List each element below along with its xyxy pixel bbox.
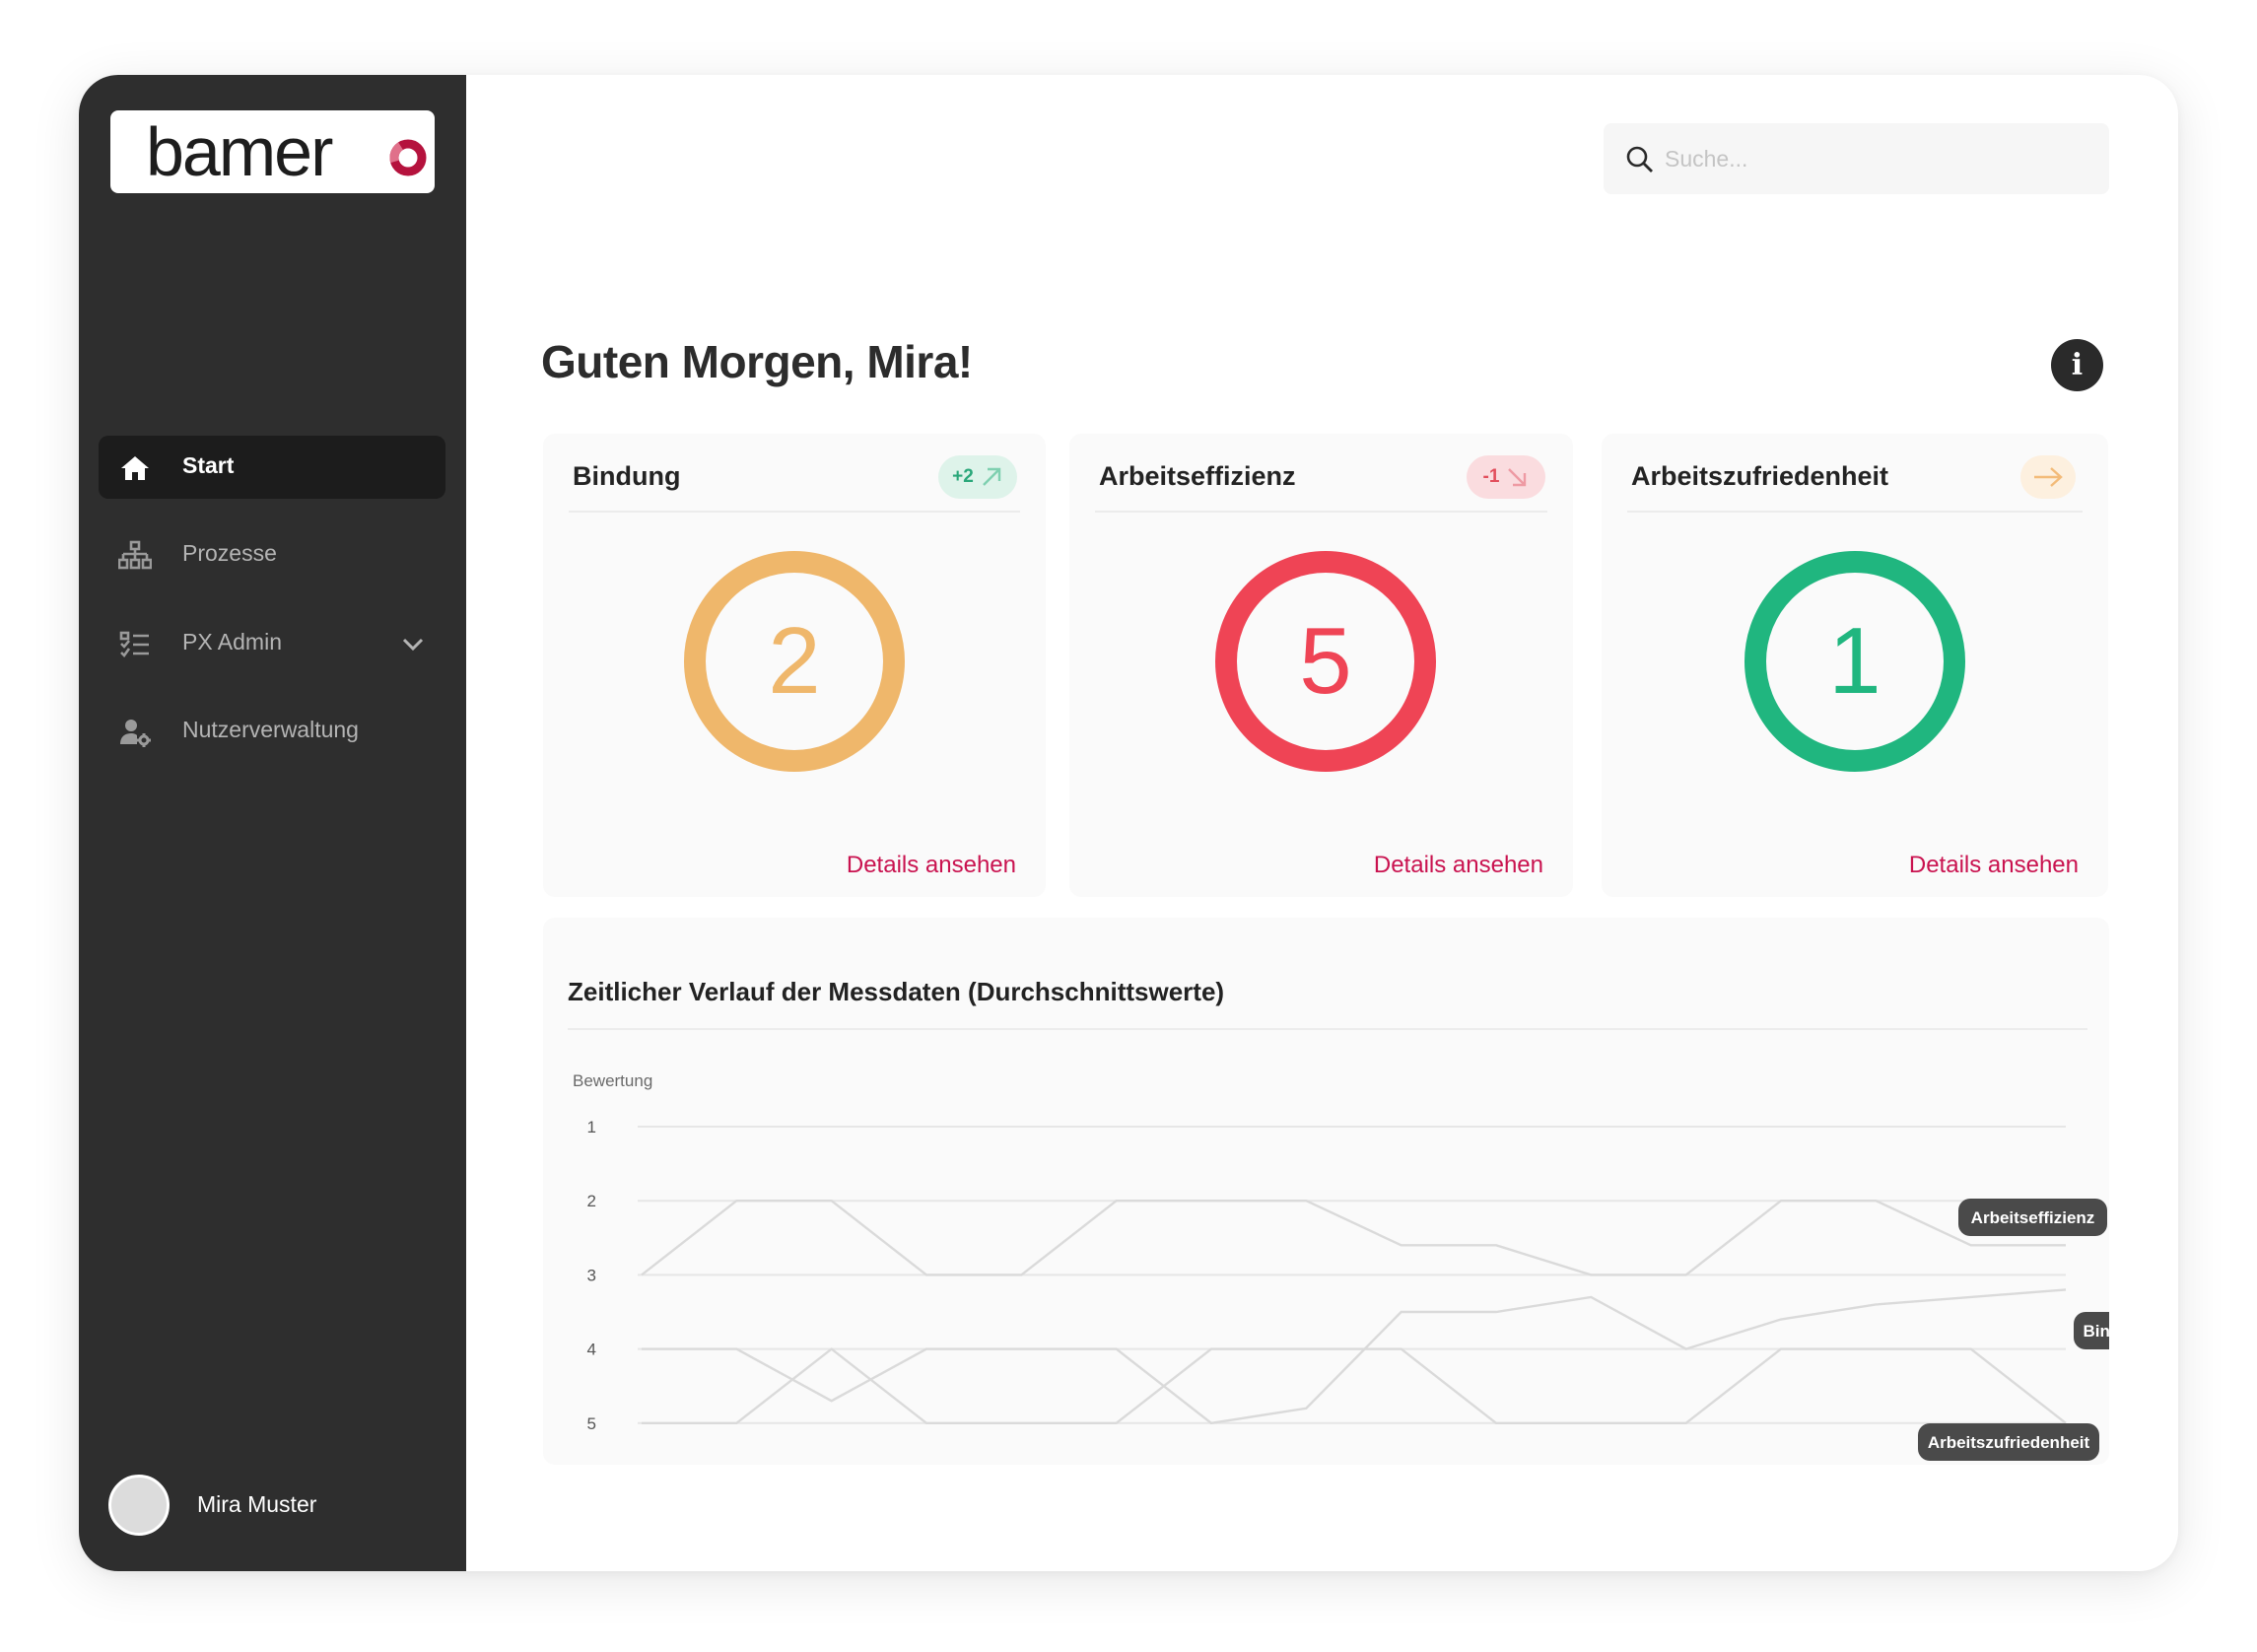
nav-item-prozesse[interactable]: Prozesse (99, 523, 445, 586)
card-title: Arbeitseffizienz (1099, 461, 1296, 491)
search-input[interactable] (1665, 123, 2088, 194)
series-tag (2074, 1312, 2109, 1349)
series-tag (1958, 1199, 2107, 1236)
user-gear-icon (120, 720, 151, 747)
score-value: 1 (1828, 608, 1881, 714)
sidebar: bamer Start Prozesse (79, 75, 466, 1571)
nav-item-nutzerverwaltung[interactable]: Nutzerverwaltung (99, 700, 445, 763)
card-arbeitszufriedenheit: Arbeitszufriedenheit 1 Details ansehen (1602, 434, 2108, 897)
nav-label-prozesse: Prozesse (182, 540, 277, 566)
trend-badge: -1 (1467, 455, 1545, 499)
score-ring (1215, 551, 1436, 772)
nav-label-nutzerverwaltung: Nutzerverwaltung (182, 717, 359, 742)
chart-title: Zeitlicher Verlauf der Messdaten (Durchs… (568, 977, 1225, 1006)
info-button[interactable]: i (2051, 339, 2103, 391)
y-tick-label: 1 (587, 1118, 596, 1136)
app-window: bamer Start Prozesse (79, 75, 2178, 1571)
card-arbeitseffizienz: Arbeitseffizienz -1 5 Details ansehen (1069, 434, 1573, 897)
user-name: Mira Muster (197, 1491, 317, 1517)
nav-item-px-admin[interactable]: PX Admin (99, 612, 445, 675)
series-tag-label: Arbeitszufriedenheit (1928, 1433, 2090, 1452)
line-chart: Bewertung 123456 01.03.03.04.05.05.06.08… (573, 1071, 2109, 1461)
details-link[interactable]: Details ansehen (1373, 852, 1543, 878)
sitemap-icon (118, 540, 152, 570)
card-title: Bindung (573, 461, 681, 491)
nav-label-start: Start (182, 452, 235, 478)
trend-value: -1 (1482, 466, 1500, 487)
details-link[interactable]: Details ansehen (1908, 852, 2079, 878)
score-ring (1744, 551, 1965, 772)
card-divider (569, 511, 1020, 513)
details-link[interactable]: Details ansehen (846, 852, 1016, 878)
series-line (641, 1200, 2066, 1276)
score-ring (684, 551, 905, 772)
trend-value: +2 (952, 466, 974, 487)
checklist-icon (119, 631, 149, 658)
nav-item-start[interactable]: Start (99, 436, 445, 499)
y-tick-label: 2 (587, 1192, 596, 1210)
series-tag-label: Bindung (2084, 1322, 2109, 1341)
card-bindung: Bindung +2 2 Details ansehen (543, 434, 1046, 897)
search-icon (1626, 146, 1653, 172)
arrow-down-right-icon (1508, 468, 1527, 487)
chart-card: Zeitlicher Verlauf der Messdaten (Durchs… (543, 918, 2109, 1465)
series-tag-label: Arbeitseffizienz (1971, 1208, 2095, 1227)
arrow-up-right-icon (982, 467, 1001, 486)
y-tick-label: 5 (587, 1414, 596, 1433)
y-tick-label: 3 (587, 1266, 596, 1284)
logo-mark-icon (389, 139, 427, 176)
user-profile[interactable]: Mira Muster (108, 1475, 434, 1536)
avatar[interactable] (108, 1475, 170, 1536)
trend-badge: +2 (938, 455, 1017, 499)
chart-divider (568, 1028, 2087, 1030)
series-line (642, 1347, 2067, 1424)
card-divider (1627, 511, 2083, 513)
series-tag (1918, 1423, 2099, 1461)
logo[interactable]: bamer (110, 110, 435, 193)
nav-label-px-admin: PX Admin (182, 629, 282, 654)
arrow-right-icon (2034, 467, 2063, 487)
card-divider (1095, 511, 1547, 513)
series-line (642, 1288, 2067, 1425)
search-box[interactable] (1604, 123, 2109, 194)
y-tick-label: 4 (587, 1341, 596, 1359)
y-axis-label: Bewertung (573, 1071, 652, 1090)
page-title: Guten Morgen, Mira! (541, 336, 973, 387)
score-value: 2 (768, 608, 821, 714)
card-title: Arbeitszufriedenheit (1631, 461, 1889, 491)
score-value: 5 (1299, 608, 1352, 714)
chevron-down-icon[interactable] (400, 634, 426, 654)
trend-badge (2020, 455, 2076, 499)
logo-text: bamer (146, 113, 333, 190)
home-icon (121, 456, 149, 480)
